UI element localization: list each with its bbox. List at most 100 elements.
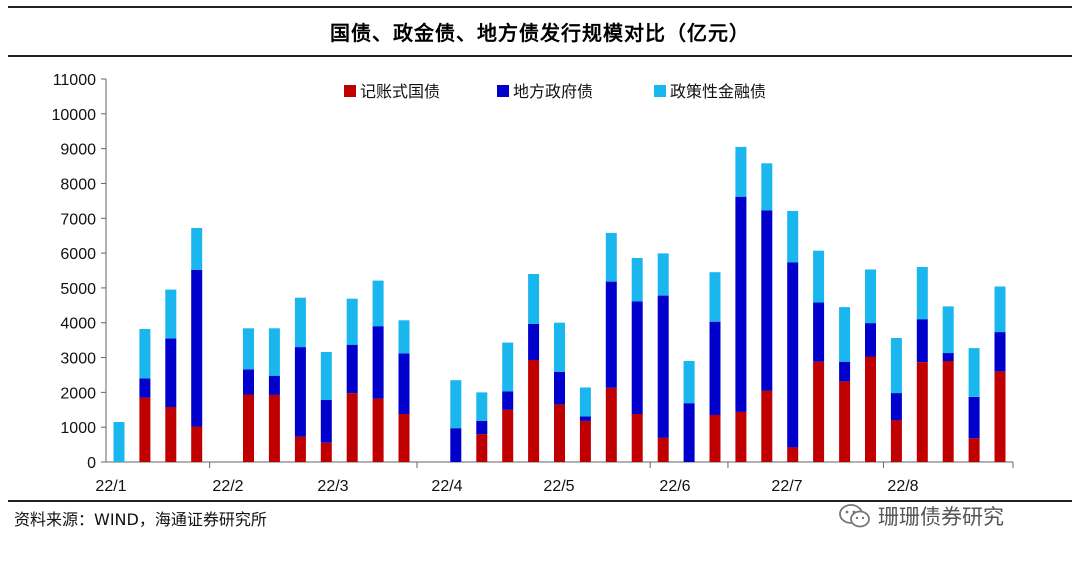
bar-segment-gov-bond	[320, 442, 332, 462]
bar-segment-local-gov-bond	[502, 391, 514, 410]
watermark-text: 珊珊债券研究	[878, 505, 1004, 529]
bar-segment-local-gov-bond	[994, 332, 1006, 372]
bar-segment-policy-bank-bond	[657, 253, 669, 296]
bar-segment-policy-bank-bond	[502, 342, 514, 392]
bar-segment-local-gov-bond	[165, 338, 177, 407]
bar-segment-local-gov-bond	[346, 344, 358, 394]
bar-segment-policy-bank-bond	[839, 307, 851, 362]
bar-segment-policy-bank-bond	[372, 280, 384, 327]
bar-segment-local-gov-bond	[554, 371, 565, 405]
bar-segment-policy-bank-bond	[398, 320, 410, 354]
x-tick-label: 22/1	[95, 478, 126, 495]
bar-segment-local-gov-bond	[191, 269, 203, 427]
x-tick-label: 22/7	[771, 478, 802, 495]
legend-label: 记账式国债	[360, 82, 440, 101]
y-tick-label: 9000	[60, 142, 96, 159]
bar-segment-policy-bank-bond	[605, 232, 617, 282]
x-tick-label: 22/3	[317, 478, 348, 495]
bar-segment-local-gov-bond	[813, 302, 825, 362]
bar-segment-gov-bond	[346, 393, 358, 462]
bar-segment-local-gov-bond	[683, 403, 695, 462]
source-divider	[8, 500, 1072, 502]
y-tick-label: 6000	[60, 246, 96, 263]
x-tick-label: 22/6	[659, 478, 690, 495]
bar-segment-gov-bond	[605, 387, 617, 462]
bar-segment-local-gov-bond	[657, 295, 669, 438]
bar-segment-policy-bank-bond	[994, 286, 1006, 333]
bar-segment-policy-bank-bond	[735, 146, 747, 197]
y-tick-label: 3000	[60, 351, 96, 368]
bar-segment-gov-bond	[994, 371, 1006, 462]
bar-segment-local-gov-bond	[398, 353, 410, 414]
bar-segment-local-gov-bond	[839, 361, 851, 382]
legend-label: 地方政府债	[513, 82, 593, 101]
bar-segment-local-gov-bond	[631, 301, 643, 414]
bar-segment-gov-bond	[916, 362, 928, 462]
bar-segment-policy-bank-bond	[191, 228, 203, 270]
bar-segment-policy-bank-bond	[631, 258, 643, 302]
bar-segment-policy-bank-bond	[346, 298, 358, 345]
bar-segment-local-gov-bond	[243, 369, 254, 395]
y-tick-label: 4000	[60, 316, 96, 333]
bar-segment-gov-bond	[657, 437, 669, 462]
bar-segment-gov-bond	[735, 411, 747, 462]
y-tick-label: 2000	[60, 385, 96, 402]
bar-segment-gov-bond	[968, 438, 980, 462]
bar-segment-policy-bank-bond	[450, 380, 462, 429]
bar-segment-policy-bank-bond	[579, 387, 591, 417]
bar-segment-local-gov-bond	[528, 323, 540, 360]
x-tick-label: 22/4	[431, 478, 462, 495]
bar-segment-policy-bank-bond	[320, 352, 332, 400]
chart-title: 国债、政金债、地方债发行规模对比（亿元）	[330, 21, 750, 45]
bar-segment-local-gov-bond	[787, 262, 799, 448]
y-tick-label: 1000	[60, 420, 96, 437]
bar-segment-local-gov-bond	[968, 396, 980, 439]
x-tick-label: 22/2	[212, 478, 243, 495]
stacked-bar-chart: 0 1000 2000 3000 4000 5000 6000 7000 8000 9000 100…	[52, 72, 1014, 495]
bar-segment-gov-bond	[476, 434, 488, 462]
bar-segment-local-gov-bond	[709, 321, 721, 415]
bar-segment-policy-bank-bond	[968, 348, 980, 397]
bar-segment-gov-bond	[761, 390, 773, 462]
bar-segment-policy-bank-bond	[528, 274, 540, 324]
bar-segment-local-gov-bond	[268, 375, 280, 395]
bar-segment-local-gov-bond	[942, 353, 954, 361]
bar-segment-policy-bank-bond	[139, 329, 151, 379]
legend-swatch	[344, 85, 356, 97]
bar-segment-policy-bank-bond	[890, 338, 902, 393]
bar-segment-policy-bank-bond	[761, 163, 773, 211]
bar-segment-gov-bond	[165, 407, 177, 462]
bar-segment-gov-bond	[554, 404, 565, 462]
bar-segment-policy-bank-bond	[813, 250, 825, 303]
bar-segment-gov-bond	[528, 360, 540, 462]
bar-segment-local-gov-bond	[916, 319, 928, 362]
bar-segment-policy-bank-bond	[554, 322, 565, 372]
bar-segment-gov-bond	[502, 409, 514, 462]
bar-segment-local-gov-bond	[476, 420, 488, 435]
bar-segment-gov-bond	[139, 397, 151, 462]
bar-segment-policy-bank-bond	[865, 269, 876, 324]
bar-segment-gov-bond	[942, 361, 954, 462]
bar-segment-gov-bond	[243, 394, 254, 462]
bar-segment-policy-bank-bond	[476, 392, 488, 421]
bar-segment-gov-bond	[890, 420, 902, 462]
watermark: 珊珊债券研究	[838, 500, 1004, 532]
wechat-icon	[839, 504, 870, 528]
bar-segment-gov-bond	[268, 394, 280, 462]
bar-segment-gov-bond	[631, 414, 643, 462]
bar-segment-local-gov-bond	[735, 196, 747, 412]
bar-segment-local-gov-bond	[579, 416, 591, 421]
bar-segment-policy-bank-bond	[709, 272, 721, 322]
source-note: 资料来源：WIND，海通证券研究所	[14, 510, 267, 529]
bar-segment-policy-bank-bond	[294, 297, 306, 348]
chart-title-bar: 国债、政金债、地方债发行规模对比（亿元）	[8, 6, 1072, 57]
y-tick-label: 8000	[60, 176, 96, 193]
y-tick-label: 7000	[60, 211, 96, 228]
legend-swatch	[497, 85, 509, 97]
legend-label: 政策性金融债	[670, 82, 766, 101]
bar-segment-policy-bank-bond	[916, 267, 928, 320]
bar-segment-policy-bank-bond	[268, 328, 280, 376]
bar-segment-gov-bond	[865, 356, 876, 462]
bar-segment-local-gov-bond	[294, 347, 306, 437]
bar-segment-gov-bond	[398, 414, 410, 462]
